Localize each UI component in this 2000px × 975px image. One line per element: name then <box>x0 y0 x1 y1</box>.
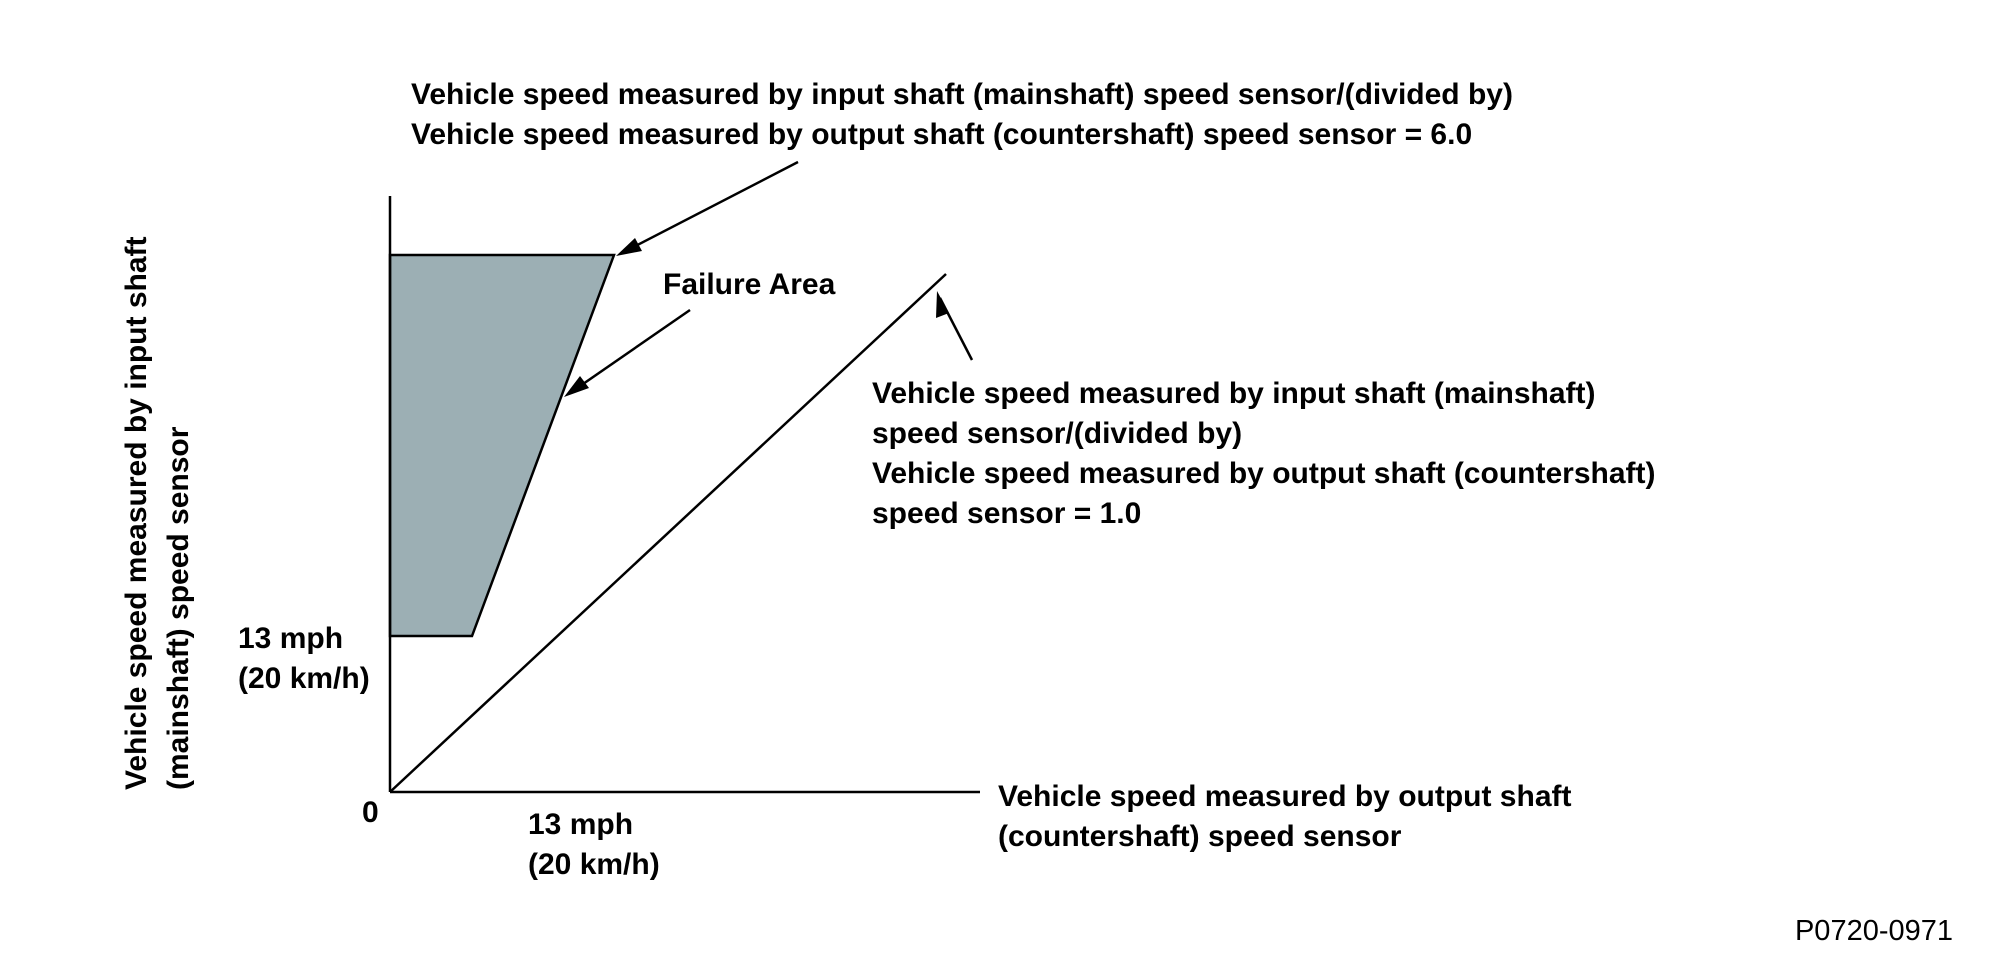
x-threshold-label-line-2: (20 km/h) <box>528 848 660 881</box>
y-axis-label-line-2: (mainshaft) speed sensor <box>162 426 195 790</box>
origin-label: 0 <box>362 796 379 829</box>
x-threshold-label-line-1: 13 mph <box>528 808 633 841</box>
ratio-6-annotation-line-1: Vehicle speed measured by input shaft (m… <box>411 78 1513 111</box>
failure-area-label: Failure Area <box>663 268 836 301</box>
ratio-1-annotation-line-2: speed sensor/(divided by) <box>872 417 1242 450</box>
failure-area-arrowhead <box>564 376 589 397</box>
y-threshold-label-line-2: (20 km/h) <box>238 662 370 695</box>
ratio-6-leader-line <box>621 160 799 255</box>
failure-area-leader-line <box>569 308 691 395</box>
ratio-1-annotation-line-1: Vehicle speed measured by input shaft (m… <box>872 377 1596 410</box>
y-threshold-label-line-1: 13 mph <box>238 622 343 655</box>
y-axis-label-line-1: Vehicle speed measured by input shaft <box>120 236 153 790</box>
ratio-1-line <box>389 273 947 793</box>
figure-code: P0720-0971 <box>1795 915 1953 947</box>
failure-area-region <box>388 253 616 638</box>
ratio-1-annotation-line-4: speed sensor = 1.0 <box>872 497 1141 530</box>
ratio-1-arrowhead <box>936 291 949 318</box>
ratio-6-annotation-line-2: Vehicle speed measured by output shaft (… <box>411 118 1472 151</box>
x-axis-label-line-2: (countershaft) speed sensor <box>998 820 1402 853</box>
x-axis-label-line-1: Vehicle speed measured by output shaft <box>998 780 1572 813</box>
ratio-1-annotation-line-3: Vehicle speed measured by output shaft (… <box>872 457 1656 490</box>
ratio-6-arrowhead <box>616 238 642 256</box>
